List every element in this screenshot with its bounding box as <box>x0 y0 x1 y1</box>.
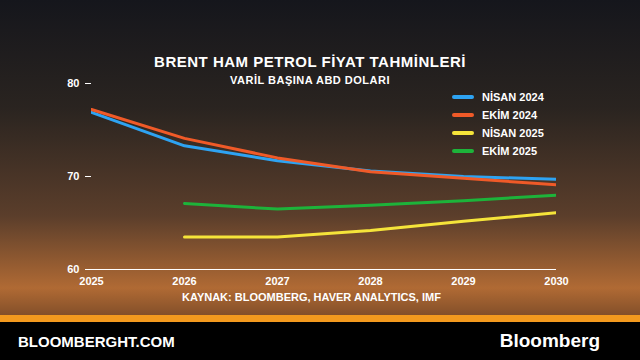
svg-text:80: 80 <box>67 77 79 89</box>
svg-text:2025: 2025 <box>79 275 103 287</box>
html-text:EKİM 2025: EKİM 2025 <box>482 145 537 157</box>
html-text:KAYNAK: BLOOMBERG, HAVER ANALY: KAYNAK: BLOOMBERG, HAVER ANALYTICS, IMF <box>182 291 441 303</box>
html-text:NİSAN 2024: NİSAN 2024 <box>482 91 544 103</box>
html-text:Bloomberg: Bloomberg <box>499 330 600 351</box>
svg-text:2026: 2026 <box>172 275 196 287</box>
html-text:VARİL BAŞINA ABD DOLARI: VARİL BAŞINA ABD DOLARI <box>230 74 390 86</box>
html-text:EKİM 2024: EKİM 2024 <box>482 109 537 121</box>
svg-text:60: 60 <box>67 263 79 275</box>
svg-text:70: 70 <box>67 170 79 182</box>
svg-text:2030: 2030 <box>544 275 568 287</box>
html-text:BLOOMBERGHT.COM: BLOOMBERGHT.COM <box>18 333 175 350</box>
html-text:BRENT HAM PETROL FİYAT TAHMİNL: BRENT HAM PETROL FİYAT TAHMİNLERİ <box>154 53 466 70</box>
svg-text:2027: 2027 <box>265 275 289 287</box>
html-text:NİSAN 2025: NİSAN 2025 <box>482 127 544 139</box>
svg-text:2029: 2029 <box>451 275 475 287</box>
svg-text:2028: 2028 <box>358 275 382 287</box>
